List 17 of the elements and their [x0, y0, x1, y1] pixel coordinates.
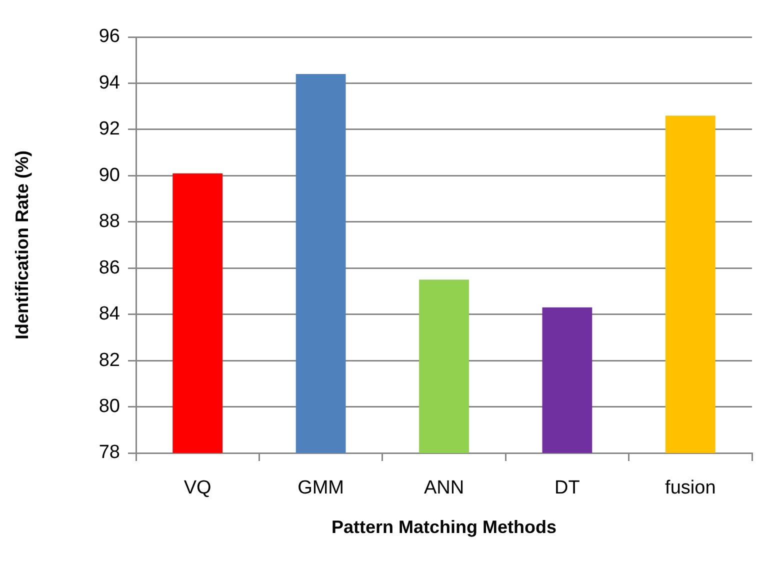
x-tick-label: VQ	[184, 478, 212, 499]
x-axis-title: Pattern Matching Methods	[331, 517, 557, 538]
y-tick-label: 80	[98, 396, 120, 418]
x-tick-label: GMM	[298, 478, 344, 499]
y-tick-label: 94	[98, 72, 120, 94]
y-tick-label: 90	[98, 164, 120, 186]
y-tick-label: 82	[98, 350, 120, 371]
y-tick-label: 78	[98, 442, 120, 464]
y-tick-label: 96	[98, 26, 120, 48]
x-tick-label: DT	[554, 478, 580, 499]
y-tick-label: 92	[98, 118, 120, 140]
y-axis-title: Identification Rate (%)	[12, 150, 32, 340]
y-tick-label: 84	[98, 304, 120, 325]
x-tick-label: ANN	[424, 478, 464, 499]
y-tick-label: 88	[98, 211, 120, 232]
x-tick-label: fusion	[665, 478, 716, 499]
y-tick-label: 86	[98, 257, 120, 278]
